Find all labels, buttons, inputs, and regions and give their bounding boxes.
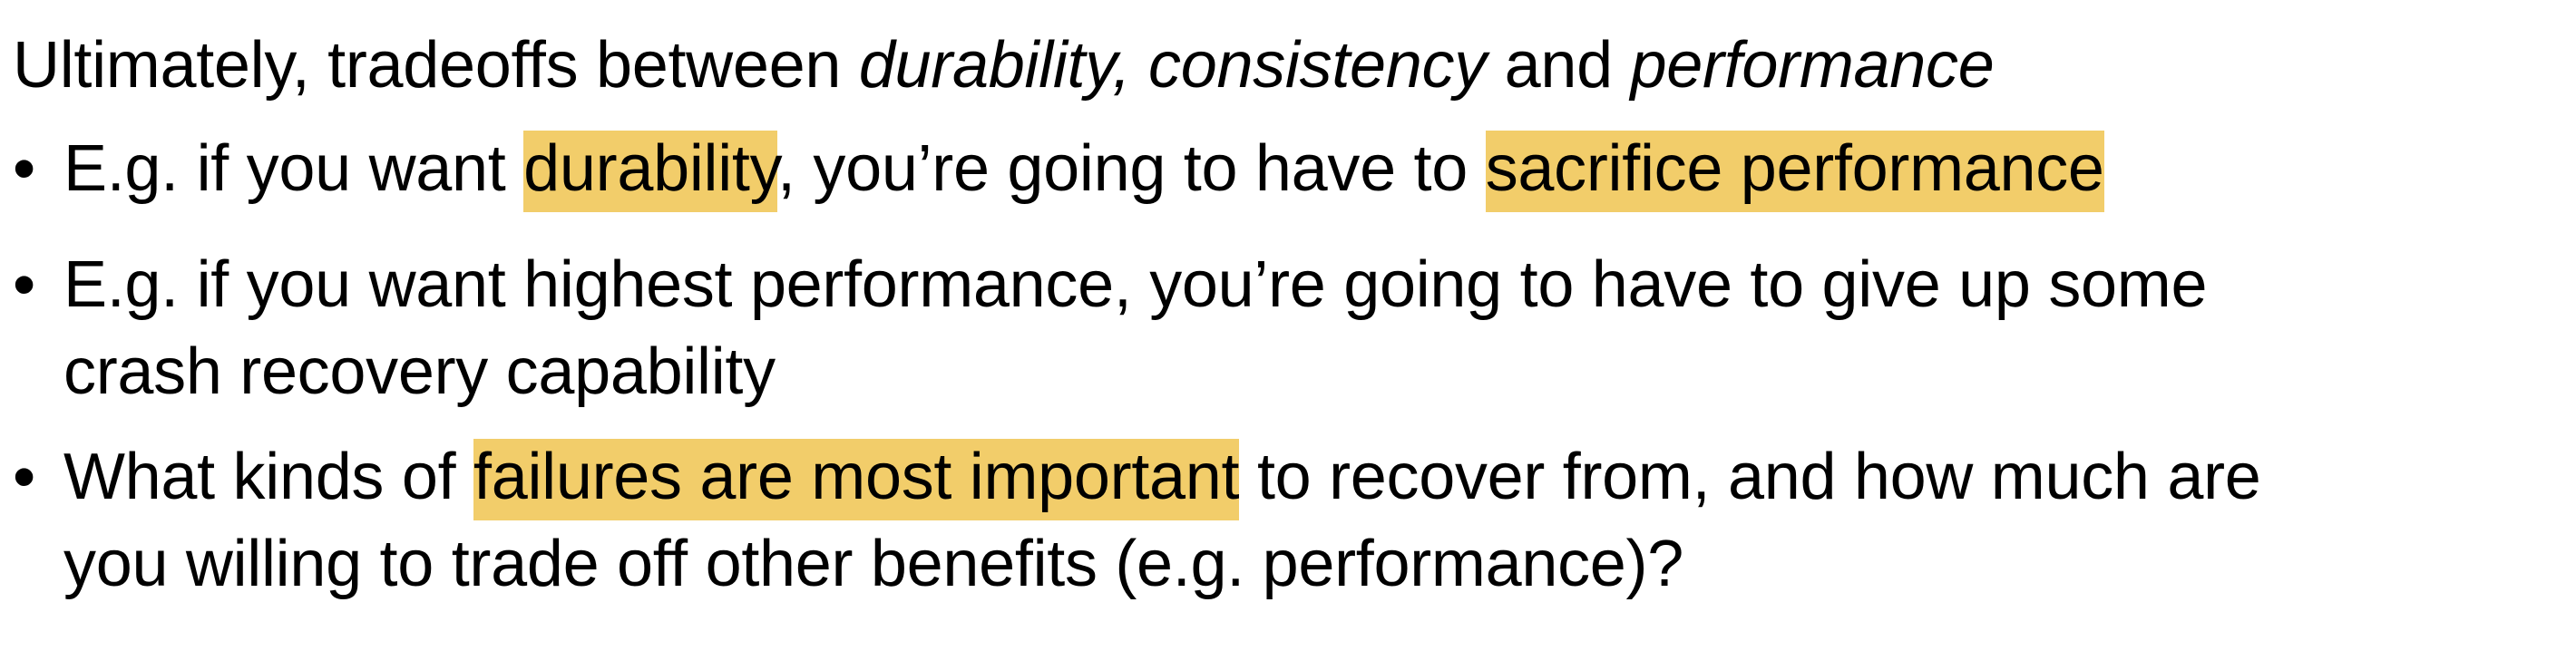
highlight-failures-most-important: failures are most important [473, 439, 1240, 520]
bullet-dot-icon: • [13, 441, 35, 513]
heading-performance: performance [1630, 29, 1995, 102]
bullet-item-performance: • E.g. if you want highest performance, … [13, 241, 2207, 415]
heading-durability: durability, [858, 29, 1149, 102]
highlight-sacrifice-performance: sacrifice performance [1485, 131, 2104, 212]
bullet-1-pre: E.g. if you want [63, 132, 524, 205]
bullet-3-line-1: What kinds of failures are most importan… [63, 433, 2261, 520]
bullet-3-line-2: you willing to trade off other benefits … [63, 528, 1683, 600]
bullet-item-durability: • E.g. if you want durability, you’re go… [13, 125, 2104, 212]
bullet-dot-icon: • [13, 248, 35, 321]
bullet-text: E.g. if you want durability, you’re goin… [63, 125, 2104, 212]
highlight-durability: durability [523, 131, 777, 212]
bullet-item-failures: • What kinds of failures are most import… [13, 433, 2261, 607]
heading-and: and [1486, 29, 1631, 102]
bullet-3-post: to recover from, and how much are [1239, 441, 2261, 513]
heading-consistency: consistency [1148, 29, 1487, 102]
bullet-dot-icon: • [13, 132, 35, 205]
bullet-1-mid: , you’re going to have to [776, 132, 1486, 205]
slide-heading: Ultimately, tradeoffs between durability… [13, 20, 1995, 111]
heading-text-start: Ultimately, tradeoffs between [13, 29, 859, 102]
bullet-3-pre: What kinds of [63, 441, 473, 513]
bullet-2-line-1: E.g. if you want highest performance, yo… [63, 248, 2208, 321]
bullet-2-line-2: crash recovery capability [63, 335, 776, 408]
